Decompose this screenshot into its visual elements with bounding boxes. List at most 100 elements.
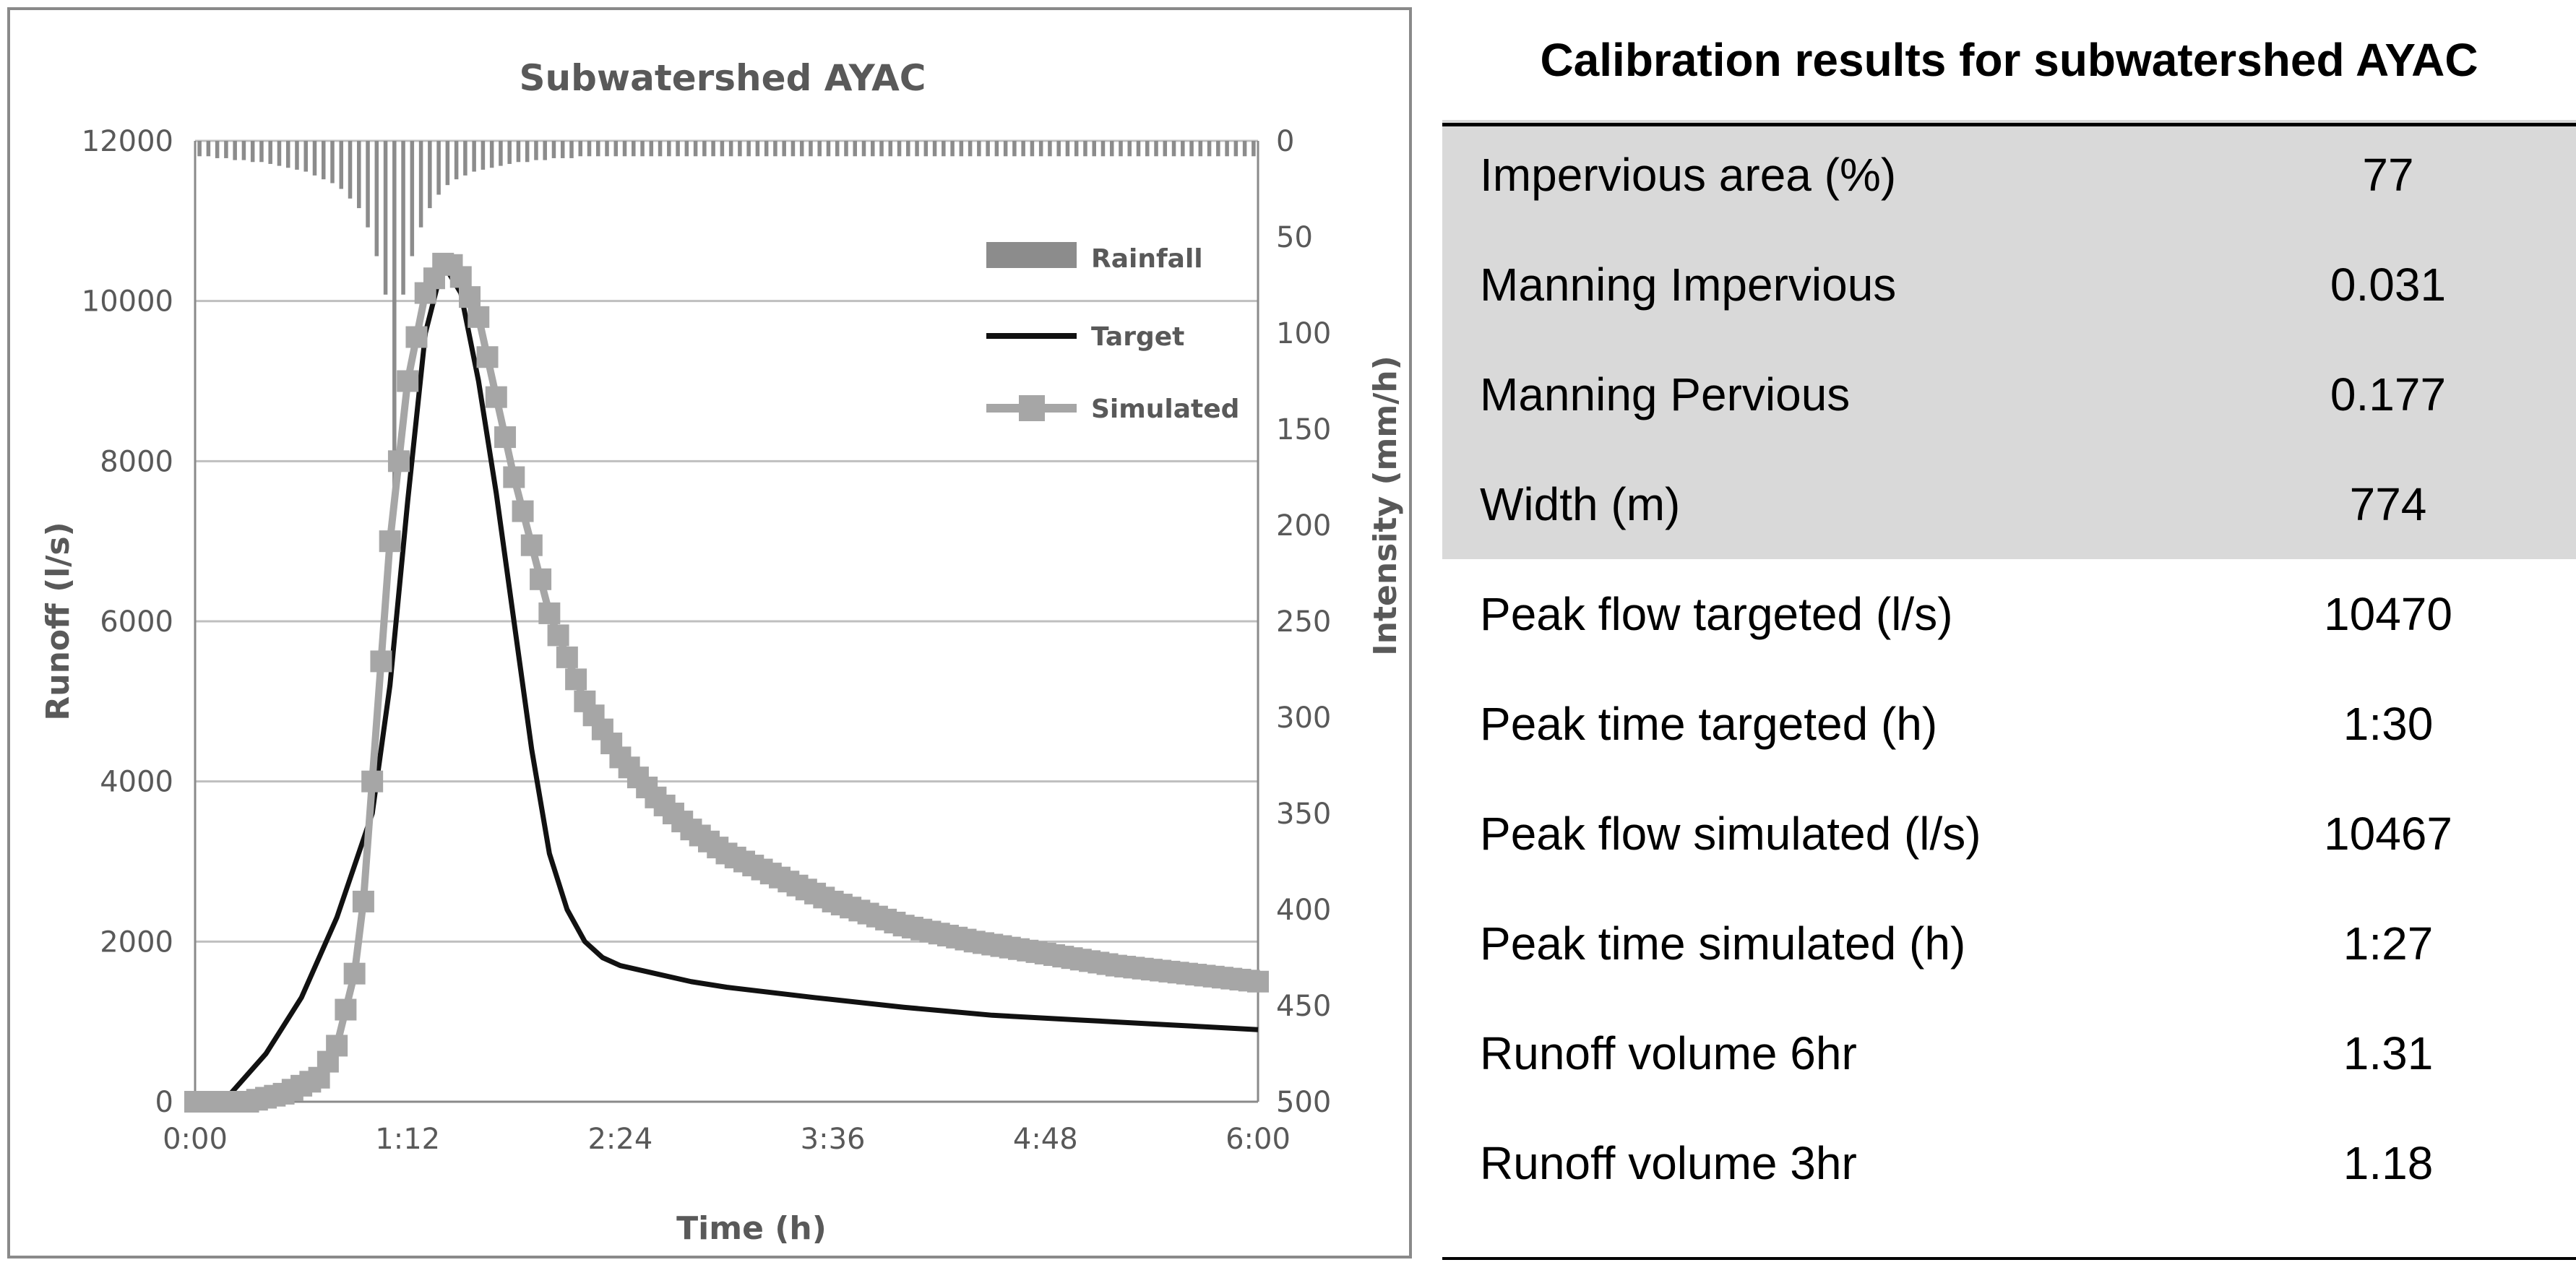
row-label: Manning Impervious	[1442, 230, 2200, 340]
simulated-marker	[326, 1035, 348, 1057]
rainfall-bar	[410, 141, 415, 256]
table-top-rule	[1442, 123, 2576, 126]
simulated-marker	[335, 998, 357, 1021]
y-tick-label: 0	[155, 1086, 173, 1119]
rainfall-bar	[295, 141, 299, 170]
rainfall-bar	[791, 141, 796, 157]
rainfall-bar	[915, 141, 919, 157]
calibration-table-panel: Calibration results for subwatershed AYA…	[1442, 0, 2576, 1265]
rainfall-bar	[454, 141, 459, 180]
y-tick-label: 6000	[100, 605, 173, 639]
rainfall-bar	[499, 141, 503, 166]
simulated-marker	[476, 346, 499, 368]
rainfall-bar	[578, 141, 582, 157]
chart-title: Subwatershed AYAC	[520, 57, 926, 99]
simulated-marker	[459, 286, 481, 308]
rainfall-bar	[1163, 141, 1168, 157]
table-row: Manning Pervious 0.177	[1442, 340, 2576, 449]
simulated-marker	[468, 306, 490, 328]
table-title: Calibration results for subwatershed AYA…	[1540, 34, 2478, 86]
rainfall-bar	[746, 141, 751, 157]
row-value: 10467	[2324, 808, 2452, 860]
rainfall-bar	[799, 141, 804, 157]
y2-tick-label: 300	[1276, 701, 1331, 735]
rainfall-bar	[720, 141, 725, 157]
simulated-marker	[361, 770, 384, 793]
rainfall-bar	[268, 141, 272, 164]
rainfall-bar	[383, 141, 388, 295]
rainfall-bar	[401, 141, 405, 295]
rainfall-bar	[817, 141, 822, 157]
simulated-marker	[379, 530, 401, 553]
table-row: Runoff volume 6hr 1.31	[1442, 998, 2576, 1108]
simulated-marker	[520, 534, 543, 556]
runoff-chart-panel: 0 2000 4000 6000 8000 10000 12000 0 50 100 150 200 2…	[7, 7, 1412, 1258]
y2-tick-label: 350	[1276, 798, 1331, 831]
row-value: 0.177	[2200, 340, 2576, 449]
rainfall-bar	[472, 141, 476, 172]
simulated-marker	[352, 890, 374, 912]
rainfall-bar	[986, 141, 990, 157]
rainfall-bar	[428, 141, 432, 209]
rainfall-bar	[1048, 141, 1052, 157]
row-label: Peak time simulated (h)	[1480, 918, 1966, 970]
rainfall-bar	[569, 141, 574, 158]
simulated-marker	[387, 450, 410, 472]
rainfall-bar	[1100, 141, 1106, 157]
rainfall-bar	[853, 141, 858, 157]
y-axis-title: Runoff (l/s)	[40, 522, 77, 720]
y-tick-label: 2000	[100, 925, 173, 959]
simulated-marker	[547, 624, 569, 647]
rainfall-bar	[755, 141, 760, 157]
legend-simulated-marker	[1019, 395, 1045, 421]
chart-frame	[7, 7, 1412, 1258]
rainfall-bar	[525, 141, 530, 163]
rainfall-bar	[1119, 141, 1123, 157]
chart-legend: Rainfall Target Simulated	[986, 242, 1239, 424]
legend-rainfall-swatch	[986, 242, 1077, 268]
rainfall-bar	[632, 141, 636, 157]
table-row: Manning Impervious 0.031	[1442, 230, 2576, 340]
rainfall-bar	[1225, 141, 1229, 157]
rainfall-bar	[1083, 141, 1087, 157]
rainfall-bar	[1092, 141, 1096, 157]
y-tick-label: 4000	[100, 766, 173, 799]
rainfall-bar	[738, 141, 742, 157]
rainfall-bar	[1030, 141, 1035, 157]
legend-rainfall-label: Rainfall	[1091, 244, 1203, 274]
y-tick-label: 10000	[82, 285, 173, 319]
rainfall-bar	[605, 141, 609, 157]
rainfall-bar	[303, 141, 308, 172]
row-value: 77	[2200, 120, 2576, 230]
rainfall-bar	[640, 141, 645, 157]
x-tick-label: 1:12	[375, 1123, 440, 1156]
rainfall-bar	[809, 141, 813, 157]
rainfall-bar	[942, 141, 946, 157]
row-value: 774	[2200, 449, 2576, 559]
rainfall-bar	[684, 141, 689, 157]
rainfall-bar	[463, 141, 468, 176]
row-label: Peak flow targeted (l/s)	[1480, 588, 1953, 640]
simulated-marker	[370, 650, 392, 673]
rainfall-bar	[1207, 141, 1212, 157]
rainfall-bar	[693, 141, 698, 157]
y2-tick-label: 100	[1276, 317, 1331, 350]
rainfall-bar	[1171, 141, 1176, 157]
rainfall-bar	[1127, 141, 1132, 157]
rainfall-bar	[489, 141, 494, 168]
rainfall-bar	[1189, 141, 1194, 157]
rainfall-bar	[587, 141, 592, 157]
rainfall-bar	[250, 141, 255, 163]
rainfall-bar	[1216, 141, 1220, 157]
rainfall-bar	[622, 141, 627, 157]
y2-tick-label: 150	[1276, 413, 1331, 446]
rainfall-bar	[835, 141, 840, 157]
rainfall-bar	[551, 141, 556, 158]
y-tick-label: 8000	[100, 445, 173, 478]
rainfall-bar	[649, 141, 654, 157]
simulated-marker	[405, 326, 428, 348]
rainfall-bar	[321, 141, 326, 180]
rainfall-bar	[445, 141, 450, 186]
rainfall-bar	[1012, 141, 1017, 157]
table-row: Runoff volume 3hr 1.18	[1442, 1108, 2576, 1218]
